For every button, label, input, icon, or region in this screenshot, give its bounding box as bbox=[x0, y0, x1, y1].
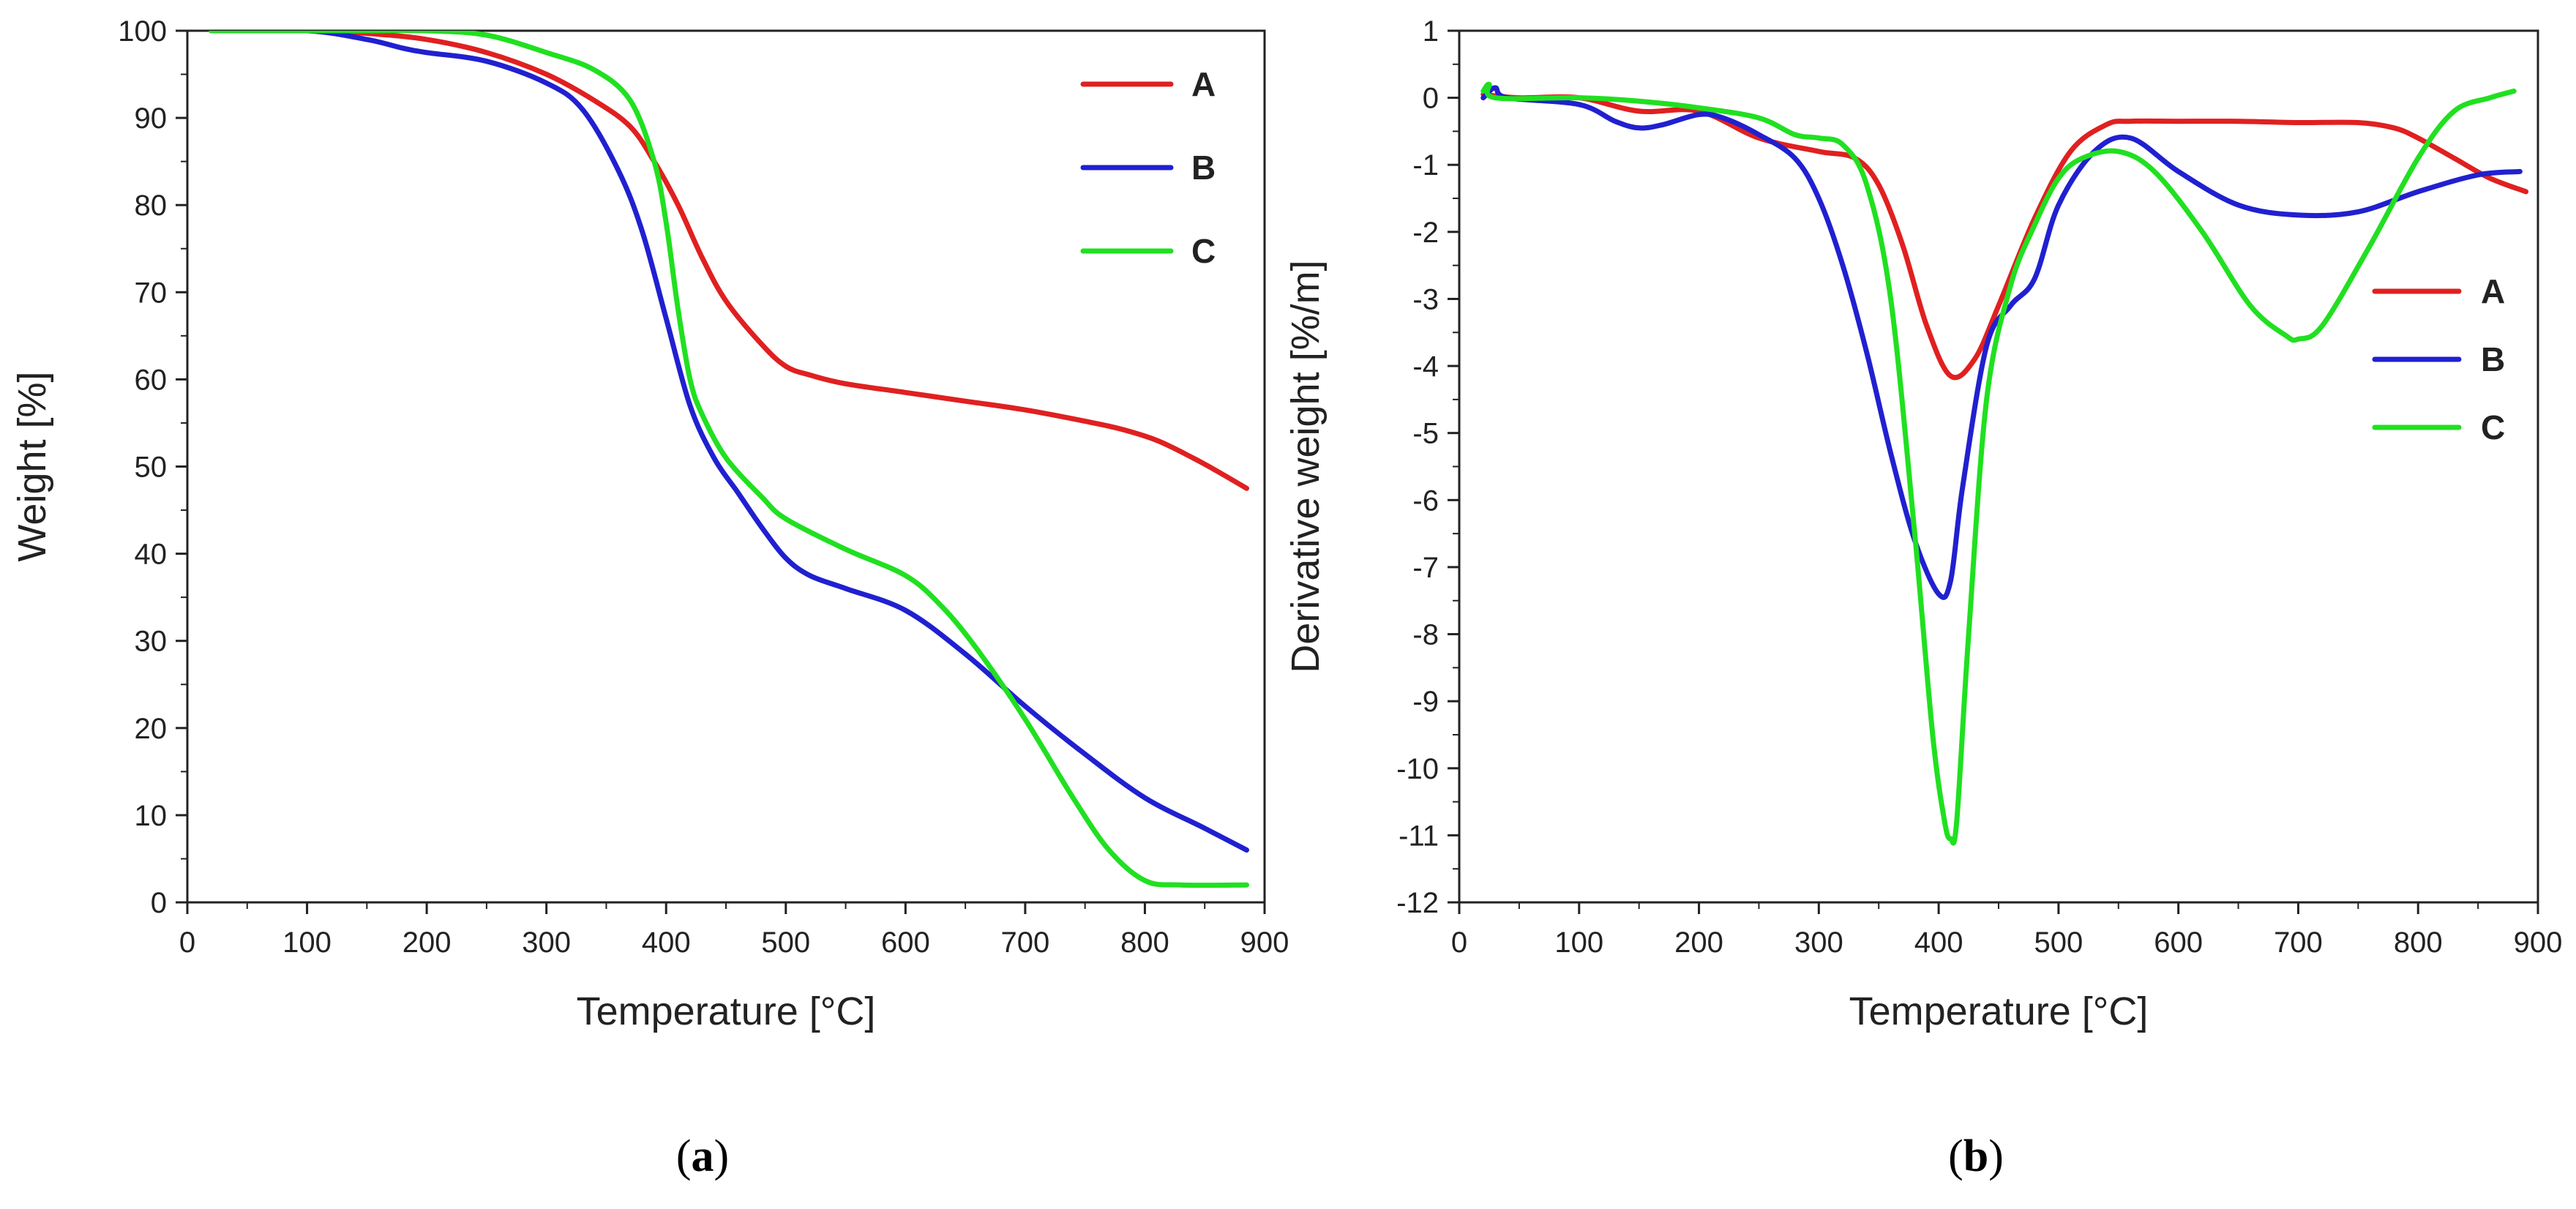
series-line-a bbox=[1480, 91, 2529, 381]
y-tick-label: -8 bbox=[1412, 619, 1439, 651]
x-tick-label: 700 bbox=[2274, 927, 2323, 959]
plot-frame bbox=[1458, 29, 2539, 904]
legend-label-b: B bbox=[2481, 340, 2505, 378]
x-tick-label: 600 bbox=[2154, 927, 2203, 959]
x-tick-label: 200 bbox=[1674, 927, 1723, 959]
x-tick-label: 400 bbox=[1914, 927, 1963, 959]
series-line-b bbox=[1480, 85, 2523, 600]
panel-caption-letter: a bbox=[692, 1131, 714, 1181]
series-line-c bbox=[209, 31, 1249, 888]
series-line-b bbox=[209, 31, 1249, 853]
x-tick-label: 500 bbox=[2034, 927, 2083, 959]
legend: ABC bbox=[2372, 272, 2505, 446]
panel-a-weight-chart: 0 100 200 300 400 500 600 700 800 900 0 10 20 30 40 50 6… bbox=[10, 15, 1289, 1181]
x-axis-title: Temperature [°C] bbox=[577, 989, 876, 1033]
y-tick-label: -11 bbox=[1399, 820, 1439, 852]
y-tick-label: 20 bbox=[135, 713, 168, 745]
x-tick-label: 300 bbox=[1794, 927, 1843, 959]
y-tick-label: 0 bbox=[151, 887, 167, 919]
y-tick-label: -10 bbox=[1396, 753, 1439, 785]
y-tick-label: -9 bbox=[1412, 686, 1439, 718]
x-tick-label: 700 bbox=[1001, 927, 1050, 959]
legend: A B C bbox=[1080, 65, 1216, 270]
y-tick-label: 30 bbox=[135, 626, 168, 658]
x-tick-label: 0 bbox=[1451, 927, 1467, 959]
y-tick-label: 70 bbox=[135, 277, 168, 309]
legend-label-c: C bbox=[2481, 408, 2505, 446]
y-tick-label: 40 bbox=[135, 539, 168, 571]
panel-caption-letter: b bbox=[1963, 1131, 1988, 1181]
x-tick-label: 100 bbox=[282, 927, 332, 959]
panel-caption: (b) bbox=[1948, 1131, 2004, 1181]
y-axis-title: Weight [%] bbox=[10, 371, 54, 561]
y-tick-label: 80 bbox=[135, 190, 168, 222]
y-tick-label: -12 bbox=[1396, 887, 1439, 919]
x-tick-label: 0 bbox=[179, 927, 195, 959]
y-tick-label: -6 bbox=[1412, 484, 1439, 517]
y-tick-label: 90 bbox=[135, 102, 168, 135]
y-tick-label: 1 bbox=[1423, 15, 1439, 48]
y-tick-label: 100 bbox=[118, 15, 167, 48]
x-tick-label: 600 bbox=[881, 927, 930, 959]
y-tick-label: -5 bbox=[1412, 418, 1439, 450]
y-tick-label: 60 bbox=[135, 364, 168, 396]
x-tick-label: 900 bbox=[2514, 927, 2563, 959]
y-tick-label: 0 bbox=[1423, 83, 1439, 115]
y-tick-label: 10 bbox=[135, 800, 168, 832]
series-line-a bbox=[209, 31, 1249, 491]
x-tick-label: 800 bbox=[2394, 927, 2443, 959]
legend-label-c: C bbox=[1191, 232, 1216, 270]
x-tick-label: 300 bbox=[522, 927, 571, 959]
y-tick-label: -3 bbox=[1412, 283, 1439, 315]
y-tick-label: -4 bbox=[1412, 351, 1439, 383]
legend-label-a: A bbox=[2481, 272, 2505, 310]
x-axis-title: Temperature [°C] bbox=[1849, 989, 2149, 1033]
y-tick-label: -2 bbox=[1412, 217, 1439, 249]
y-tick-label: -7 bbox=[1412, 552, 1439, 584]
plot-frame bbox=[186, 29, 1266, 904]
x-tick-label: 100 bbox=[1554, 927, 1603, 959]
panel-caption: (a) bbox=[676, 1131, 729, 1181]
y-tick-label: 50 bbox=[135, 452, 168, 484]
x-tick-label: 800 bbox=[1120, 927, 1169, 959]
x-tick-label: 200 bbox=[402, 927, 452, 959]
x-tick-label: 900 bbox=[1240, 927, 1289, 959]
series-line-c bbox=[1480, 81, 2517, 846]
legend-label-a: A bbox=[1191, 65, 1216, 103]
x-tick-label: 500 bbox=[761, 927, 810, 959]
panel-b-derivative-chart: 0 100 200 300 400 500 600 700 800 900 1 0 -1 -2 -3 -4 -5… bbox=[1284, 15, 2562, 1181]
y-tick-label: -1 bbox=[1412, 149, 1439, 181]
legend-label-b: B bbox=[1191, 149, 1216, 187]
x-tick-label: 400 bbox=[642, 927, 691, 959]
y-axis-title: Derivative weight [%/m] bbox=[1284, 260, 1328, 673]
